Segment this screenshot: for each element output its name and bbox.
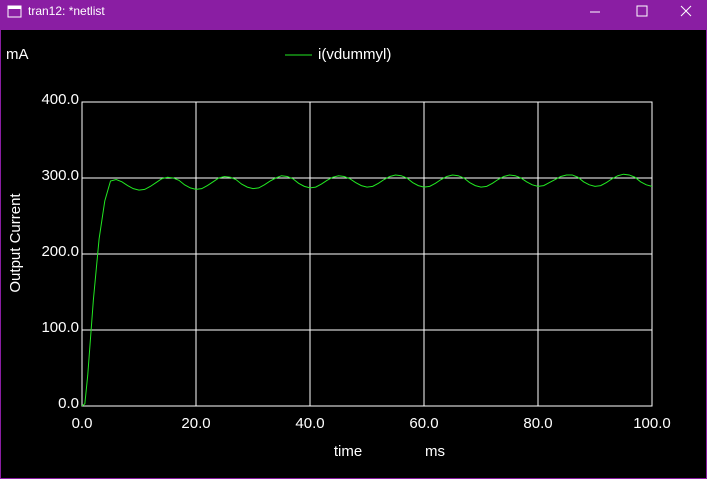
window-title: tran12: *netlist: [28, 4, 105, 18]
y-tick-label: 400.0: [41, 91, 79, 108]
y-axis-label: Output Current: [7, 193, 24, 293]
data-line: [81, 173, 653, 407]
x-tick-label: 20.0: [181, 415, 210, 432]
y-tick-label: 0.0: [58, 395, 79, 412]
close-button[interactable]: [680, 5, 692, 17]
title-bar: [0, 0, 707, 30]
x-tick-label: 40.0: [295, 415, 324, 432]
x-unit: ms: [425, 443, 445, 460]
x-tick-label: 60.0: [409, 415, 438, 432]
y-tick-label: 200.0: [41, 243, 79, 260]
x-axis-label: time: [334, 443, 362, 460]
y-unit: mA: [6, 46, 29, 63]
x-tick-label: 100.0: [633, 415, 671, 432]
app-icon-bar: [8, 6, 21, 9]
maximize-button[interactable]: [636, 5, 648, 17]
x-tick-label: 80.0: [523, 415, 552, 432]
y-tick-label: 100.0: [41, 319, 79, 336]
y-tick-label: 300.0: [41, 167, 79, 184]
legend-label: i(vdummyl): [318, 46, 391, 63]
x-tick-label: 0.0: [72, 415, 93, 432]
